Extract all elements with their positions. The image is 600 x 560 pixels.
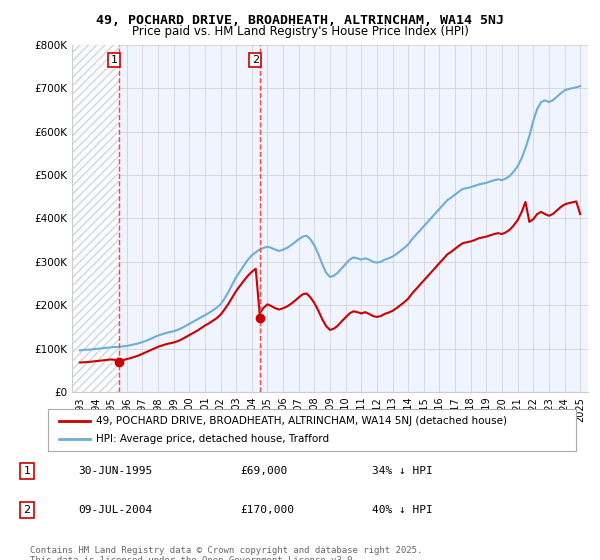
49, POCHARD DRIVE, BROADHEATH, ALTRINCHAM, WA14 5NJ (detached house) [572,198,580,205]
49, POCHARD DRIVE, BROADHEATH, ALTRINCHAM, WA14 5NJ (detached house) [338,318,346,325]
HPI: Average price, detached house, Trafford: (2.01e+03, 2.85e+05): Average price, detached house, Trafford:… [338,265,346,272]
HPI: Average price, detached house, Trafford: (1.99e+03, 1.01e+05): Average price, detached house, Trafford:… [100,345,107,352]
Line: 49, POCHARD DRIVE, BROADHEATH, ALTRINCHAM, WA14 5NJ (detached house): 49, POCHARD DRIVE, BROADHEATH, ALTRINCHA… [80,202,580,362]
Text: HPI: Average price, detached house, Trafford: HPI: Average price, detached house, Traf… [95,434,329,444]
49, POCHARD DRIVE, BROADHEATH, ALTRINCHAM, WA14 5NJ (detached house) [100,357,107,363]
49, POCHARD DRIVE, BROADHEATH, ALTRINCHAM, WA14 5NJ (detached house) [76,359,83,366]
HPI: Average price, detached house, Trafford: (2.02e+03, 4.75e+05): Average price, detached house, Trafford:… [471,183,478,189]
Text: 49, POCHARD DRIVE, BROADHEATH, ALTRINCHAM, WA14 5NJ (detached house): 49, POCHARD DRIVE, BROADHEATH, ALTRINCHA… [95,416,506,426]
Text: 1: 1 [23,466,31,476]
Text: 2: 2 [251,55,259,65]
Text: £69,000: £69,000 [240,466,287,476]
HPI: Average price, detached house, Trafford: (2.01e+03, 2.98e+05): Average price, detached house, Trafford:… [373,259,380,266]
49, POCHARD DRIVE, BROADHEATH, ALTRINCHAM, WA14 5NJ (detached house) [213,315,220,321]
HPI: Average price, detached house, Trafford: (1.99e+03, 9.6e+04): Average price, detached house, Trafford:… [76,347,83,354]
HPI: Average price, detached house, Trafford: (2e+03, 1.94e+05): Average price, detached house, Trafford:… [213,305,220,311]
HPI: Average price, detached house, Trafford: (2.02e+03, 7.05e+05): Average price, detached house, Trafford:… [577,83,584,90]
Text: 40% ↓ HPI: 40% ↓ HPI [372,505,433,515]
49, POCHARD DRIVE, BROADHEATH, ALTRINCHAM, WA14 5NJ (detached house) [373,314,380,320]
49, POCHARD DRIVE, BROADHEATH, ALTRINCHAM, WA14 5NJ (detached house) [577,211,584,217]
Text: 34% ↓ HPI: 34% ↓ HPI [372,466,433,476]
Text: 30-JUN-1995: 30-JUN-1995 [78,466,152,476]
Text: 2: 2 [23,505,31,515]
Text: £170,000: £170,000 [240,505,294,515]
Bar [72,45,119,392]
Text: Contains HM Land Registry data © Crown copyright and database right 2025.
This d: Contains HM Land Registry data © Crown c… [30,546,422,560]
49, POCHARD DRIVE, BROADHEATH, ALTRINCHAM, WA14 5NJ (detached house) [514,217,521,223]
Text: 1: 1 [111,55,118,65]
Text: 09-JUL-2004: 09-JUL-2004 [78,505,152,515]
49, POCHARD DRIVE, BROADHEATH, ALTRINCHAM, WA14 5NJ (detached house) [471,237,478,244]
Text: Price paid vs. HM Land Registry's House Price Index (HPI): Price paid vs. HM Land Registry's House … [131,25,469,38]
Text: 49, POCHARD DRIVE, BROADHEATH, ALTRINCHAM, WA14 5NJ: 49, POCHARD DRIVE, BROADHEATH, ALTRINCHA… [96,14,504,27]
HPI: Average price, detached house, Trafford: (2.02e+03, 5.2e+05): Average price, detached house, Trafford:… [514,163,521,170]
Line: HPI: Average price, detached house, Trafford: HPI: Average price, detached house, Traf… [80,86,580,351]
